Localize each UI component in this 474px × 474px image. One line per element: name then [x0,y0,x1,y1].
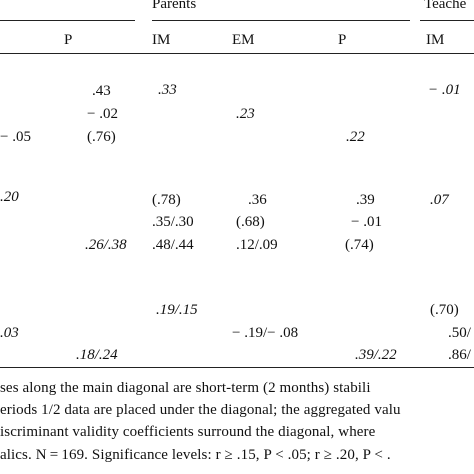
cell: .18/.24 [76,347,118,363]
note-line-2: eriods 1/2 data are placed under the dia… [0,402,401,418]
note-line-4: alics. N = 169. Significance levels: r ≥… [0,447,391,463]
note-line-3: iscriminant validity coefficients surrou… [0,424,376,440]
cell: .43 [92,83,111,99]
header-teachers: Teache [424,0,467,12]
cell: (.74) [345,237,374,253]
cell: .86/ [448,347,471,363]
top-rule-left [0,20,135,21]
cell: .39/.22 [355,347,397,363]
col-header-p-left: P [64,32,73,48]
cell: .07 [430,192,449,208]
teachers-rule [420,20,474,21]
cell: .03 [0,325,19,341]
cell: − .01 [351,214,382,230]
cell: .50/ [448,325,471,341]
col-header-im: IM [152,32,171,48]
cell: − .19/− .08 [232,325,299,341]
cell: (.70) [430,302,459,318]
cell: .35/.30 [152,214,194,230]
cell: − .01 [428,82,461,98]
cell: .39 [356,192,375,208]
parents-rule [152,20,410,21]
header-parents: Parents [152,0,197,12]
cell: .23 [236,106,255,122]
cell: .22 [346,129,365,145]
note-line-1: ses along the main diagonal are short-te… [0,380,371,396]
col-header-em: EM [232,32,255,48]
cell: (.68) [236,214,265,230]
cell: − .05 [0,129,31,145]
cell: (.78) [152,192,181,208]
cell: .20 [0,189,19,205]
col-header-im-teachers: IM [426,32,445,48]
cell: .12/.09 [236,237,278,253]
cell: .36 [248,192,267,208]
col-header-p: P [338,32,347,48]
cell: .19/.15 [156,302,198,318]
header-rule [0,53,474,54]
cell: .48/.44 [152,237,194,253]
bottom-rule [0,367,474,368]
cell: .33 [158,82,177,98]
cell: (.76) [87,129,116,145]
cell: .26/.38 [85,237,127,253]
cell: − .02 [87,106,118,122]
